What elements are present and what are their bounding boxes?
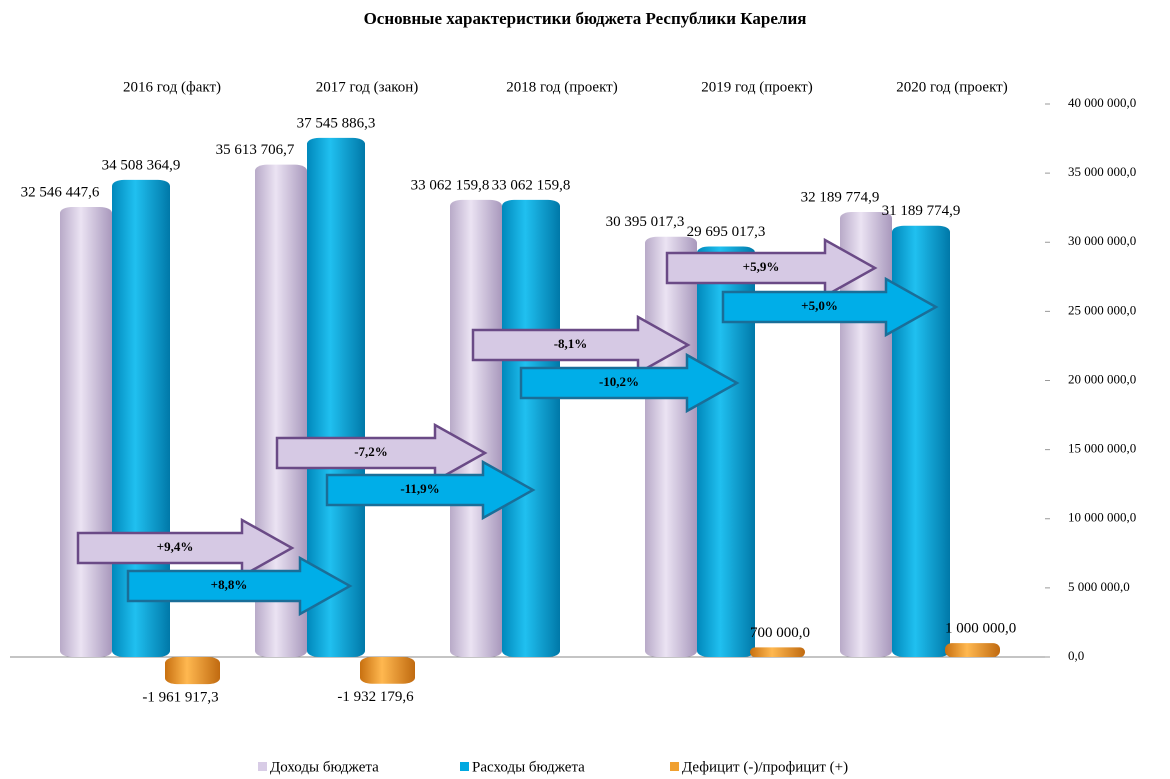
value-label: 1 000 000,0 (945, 621, 1016, 637)
bar (165, 657, 220, 685)
bar (450, 199, 502, 657)
value-label: 33 062 159,8 (492, 177, 571, 193)
value-label: 32 189 774,9 (801, 189, 880, 205)
y-tick-label: 30 000 000,0 (1068, 233, 1136, 248)
value-label: 33 062 159,8 (411, 177, 490, 193)
value-label: 700 000,0 (750, 625, 810, 641)
annotation: -8,1% (554, 336, 588, 351)
y-tick-label: 5 000 000,0 (1068, 579, 1130, 594)
growth-arrow (325, 459, 536, 521)
bar (60, 207, 112, 658)
category-label: 2020 год (проект) (896, 79, 1007, 95)
value-label: 35 613 706,7 (216, 142, 295, 158)
growth-arrow (76, 517, 295, 579)
annotation: -7,2% (354, 444, 388, 459)
legend-label: Дефицит (-)/профицит (+) (682, 759, 848, 775)
y-tick-label: 40 000 000,0 (1068, 95, 1136, 110)
legend-swatch (258, 762, 267, 771)
bar (360, 657, 415, 684)
bar (502, 199, 560, 657)
category-label: 2018 год (проект) (506, 79, 617, 95)
y-tick-label: 35 000 000,0 (1068, 164, 1136, 179)
y-tick-label: 0,0 (1068, 648, 1084, 663)
bar (750, 647, 805, 657)
annotation: +8,8% (211, 577, 248, 592)
value-label: -1 961 917,3 (142, 690, 218, 706)
annotation: +9,4% (157, 539, 194, 554)
legend-label: Доходы бюджета (270, 759, 379, 775)
legend-label: Расходы бюджета (472, 759, 585, 775)
legend-swatch (670, 762, 679, 771)
bar (892, 225, 950, 657)
annotation: +5,9% (743, 259, 780, 274)
annotation: +5,0% (801, 298, 838, 313)
value-label: 31 189 774,9 (882, 203, 961, 219)
y-tick-label: 15 000 000,0 (1068, 441, 1136, 456)
growth-arrow (275, 422, 488, 484)
growth-arrow (721, 276, 939, 338)
value-label: 37 545 886,3 (297, 115, 376, 131)
y-tick-label: 25 000 000,0 (1068, 302, 1136, 317)
growth-arrow (665, 237, 878, 299)
annotation: -11,9% (400, 481, 439, 496)
category-label: 2017 год (закон) (316, 79, 419, 95)
y-tick-label: 10 000 000,0 (1068, 510, 1136, 525)
annotation: -10,2% (599, 374, 639, 389)
bar (645, 236, 697, 657)
bar (697, 246, 755, 658)
growth-arrow (471, 314, 691, 376)
value-label: 32 546 447,6 (21, 184, 100, 200)
bar (307, 137, 365, 658)
category-label: 2019 год (проект) (701, 79, 812, 95)
chart-title: Основные характеристики бюджета Республи… (364, 9, 807, 28)
value-label: 34 508 364,9 (102, 157, 181, 173)
bar (945, 643, 1000, 657)
value-label: 30 395 017,3 (606, 214, 685, 230)
y-tick-label: 20 000 000,0 (1068, 371, 1136, 386)
growth-arrow (126, 555, 353, 617)
value-label: -1 932 179,6 (337, 689, 414, 705)
value-label: 29 695 017,3 (687, 224, 766, 240)
category-label: 2016 год (факт) (123, 79, 221, 95)
legend-swatch (460, 762, 469, 771)
growth-arrow (519, 352, 740, 414)
